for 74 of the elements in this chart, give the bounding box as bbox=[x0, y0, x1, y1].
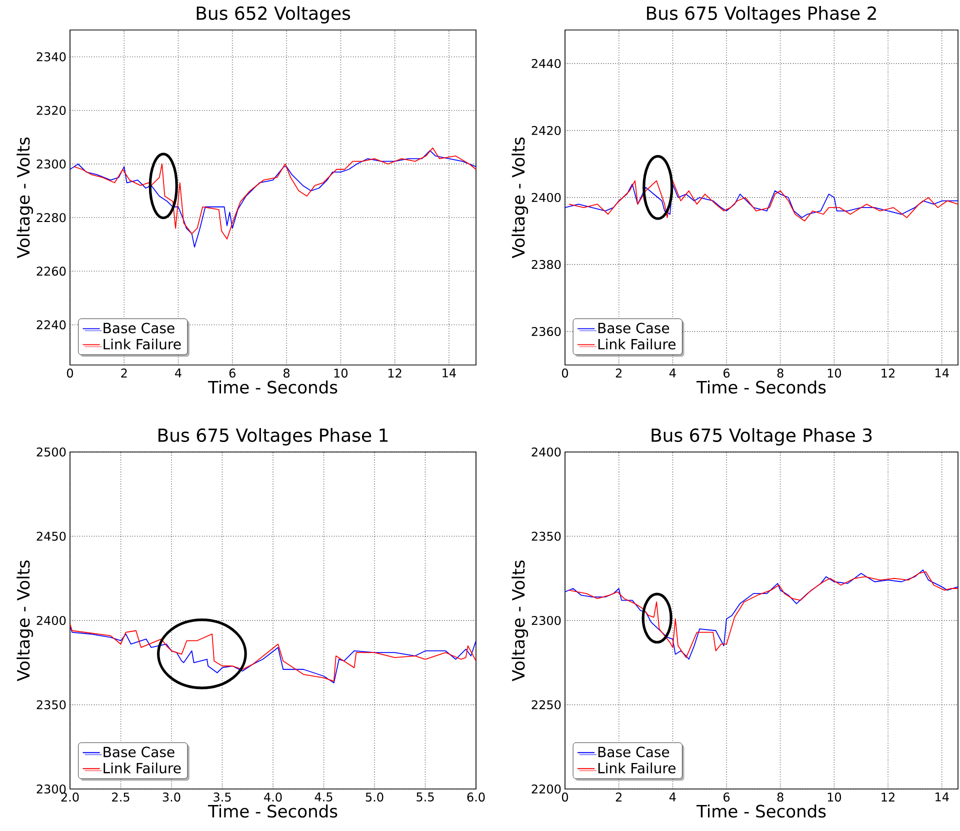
x-axis-title: Time - Seconds bbox=[696, 804, 826, 818]
x-tick-label: 12 bbox=[388, 368, 402, 378]
legend-label: Link Failure bbox=[598, 338, 676, 350]
legend-label: Base Case bbox=[104, 746, 174, 758]
x-tick-label: 10 bbox=[828, 792, 842, 802]
x-tick-label: 8 bbox=[777, 368, 784, 378]
y-tick-label: 2200 bbox=[532, 784, 561, 794]
y-tick-label: 2450 bbox=[36, 532, 66, 541]
y-tick-label: 2300 bbox=[36, 159, 66, 169]
legend-label: Link Failure bbox=[104, 762, 181, 774]
x-tick-label: 2.5 bbox=[112, 792, 130, 802]
legend-label: Base Case bbox=[104, 322, 174, 334]
y-axis-title: Voltage - Volts bbox=[512, 560, 528, 682]
x-tick-label: 6 bbox=[229, 368, 236, 378]
x-tick-label: 10 bbox=[828, 368, 842, 378]
y-axis-title: Voltage - Volts bbox=[16, 137, 34, 258]
x-tick-label: 2.0 bbox=[61, 792, 79, 802]
x-tick-label: 4.5 bbox=[314, 792, 332, 802]
y-tick-label: 2260 bbox=[36, 266, 66, 276]
y-tick-label: 2300 bbox=[532, 616, 561, 626]
x-tick-label: 3.5 bbox=[214, 792, 231, 802]
y-tick-label: 2340 bbox=[36, 52, 66, 62]
x-tick-label: 2 bbox=[616, 368, 622, 378]
x-tick-label: 12 bbox=[882, 792, 894, 802]
y-tick-label: 2240 bbox=[36, 320, 66, 330]
legend-label: Base Case bbox=[598, 746, 670, 758]
x-tick-label: 14 bbox=[442, 368, 456, 378]
legend-label: Link Failure bbox=[598, 762, 676, 774]
x-tick-label: 4 bbox=[175, 368, 182, 378]
y-tick-label: 2250 bbox=[532, 700, 561, 710]
y-tick-label: 2400 bbox=[532, 447, 561, 457]
x-tick-label: 6 bbox=[724, 792, 730, 802]
x-tick-label: 0 bbox=[562, 792, 568, 802]
y-tick-label: 2420 bbox=[532, 126, 561, 136]
y-tick-label: 2360 bbox=[532, 326, 561, 336]
chart-title: Bus 652 Voltages bbox=[196, 6, 350, 24]
x-tick-label: 4 bbox=[669, 792, 676, 802]
y-tick-label: 2350 bbox=[36, 700, 66, 710]
x-tick-label: 3.0 bbox=[162, 792, 180, 802]
chart-title: Bus 675 Voltages Phase 1 bbox=[158, 428, 388, 446]
x-tick-label: 4 bbox=[669, 368, 676, 378]
y-axis-title: Voltage - Volts bbox=[16, 560, 34, 682]
x-axis-title: Time - Seconds bbox=[208, 380, 338, 394]
y-tick-label: 2400 bbox=[36, 616, 66, 626]
x-tick-label: 5.0 bbox=[366, 792, 384, 802]
chart-title: Bus 675 Voltage Phase 3 bbox=[652, 428, 872, 446]
x-tick-label: 12 bbox=[882, 368, 894, 378]
x-tick-label: 4.0 bbox=[264, 792, 282, 802]
x-tick-label: 5.5 bbox=[416, 792, 434, 802]
x-axis-title: Time - Seconds bbox=[696, 380, 826, 394]
x-tick-label: 6 bbox=[724, 368, 730, 378]
x-tick-label: 10 bbox=[334, 368, 348, 378]
legend-label: Link Failure bbox=[104, 338, 181, 350]
x-tick-label: 2 bbox=[616, 792, 622, 802]
y-tick-label: 2350 bbox=[532, 532, 561, 541]
y-axis-title: Voltage - Volts bbox=[512, 137, 528, 258]
x-axis-title: Time - Seconds bbox=[208, 804, 338, 818]
x-tick-label: 8 bbox=[777, 792, 784, 802]
chart-title: Bus 675 Voltages Phase 2 bbox=[647, 6, 876, 24]
legend-label: Base Case bbox=[598, 322, 670, 334]
y-tick-label: 2300 bbox=[36, 784, 66, 794]
y-tick-label: 2400 bbox=[532, 192, 561, 202]
y-tick-label: 2280 bbox=[36, 213, 66, 222]
y-tick-label: 2500 bbox=[36, 447, 66, 457]
x-tick-label: 0 bbox=[66, 368, 74, 378]
x-tick-label: 14 bbox=[936, 792, 949, 802]
x-tick-label: 0 bbox=[562, 368, 568, 378]
x-tick-label: 14 bbox=[936, 368, 949, 378]
x-tick-label: 8 bbox=[284, 368, 290, 378]
y-tick-label: 2320 bbox=[36, 106, 66, 115]
x-tick-label: 6.0 bbox=[467, 792, 485, 802]
y-tick-label: 2440 bbox=[532, 58, 561, 68]
y-tick-label: 2380 bbox=[532, 260, 561, 270]
x-tick-label: 2 bbox=[121, 368, 127, 378]
